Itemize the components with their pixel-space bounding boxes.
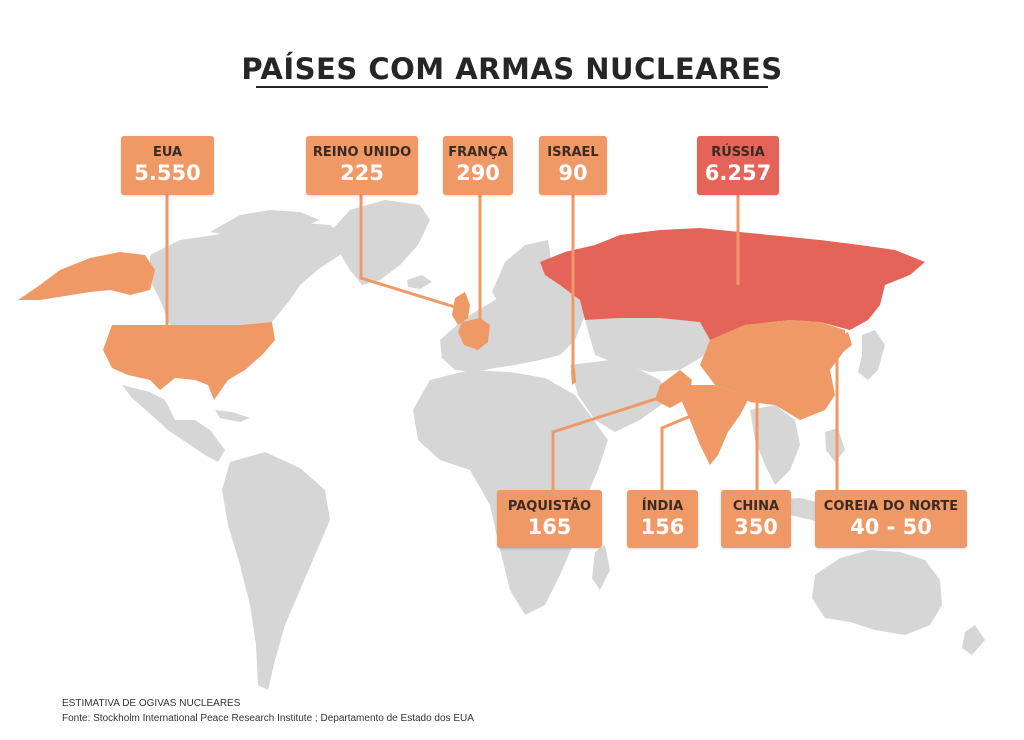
warhead-count: 165 — [527, 514, 572, 539]
land-australia — [812, 550, 942, 635]
warhead-count: 5.550 — [134, 161, 201, 185]
warhead-count: 350 — [734, 514, 778, 539]
warhead-count: 6.257 — [704, 161, 772, 185]
warhead-count: 290 — [456, 161, 500, 185]
warhead-count: 225 — [340, 161, 384, 185]
callout-paquistao: PAQUISTÃO 165 — [497, 490, 602, 548]
title-underline — [256, 86, 768, 88]
land-pakistan — [655, 370, 692, 408]
country-name: ISRAEL — [547, 145, 599, 160]
land-north-korea — [838, 332, 852, 352]
land-russia — [540, 228, 925, 340]
footer-source: Fonte: Stockholm International Peace Res… — [62, 713, 474, 724]
warhead-count: 40 - 50 — [850, 514, 932, 539]
land-se-asia — [750, 405, 800, 485]
footer-caption: ESTIMATIVA DE OGIVAS NUCLEARES — [62, 698, 241, 709]
country-name: FRANÇA — [448, 145, 508, 160]
country-name: RÚSSIA — [711, 145, 765, 160]
country-name: REINO UNIDO — [312, 145, 412, 160]
land-madagascar — [592, 545, 610, 590]
land-arctic-islands — [210, 210, 320, 236]
leader-lines — [165, 195, 839, 490]
land-mexico — [122, 385, 225, 462]
land-caribbean — [215, 410, 250, 422]
callout-israel: ISRAEL 90 — [539, 136, 607, 195]
land-south-america — [222, 452, 330, 690]
land-greenland — [330, 200, 430, 285]
callout-russia: RÚSSIA 6.257 — [697, 136, 779, 195]
leader-paquistao — [551, 393, 669, 490]
callout-china: CHINA 350 — [721, 490, 791, 548]
land-usa-alaska — [18, 252, 155, 300]
land-france — [458, 318, 490, 350]
land-new-zealand — [962, 625, 985, 655]
land-central-asia — [585, 318, 720, 372]
callout-franca: FRANÇA 290 — [443, 136, 513, 195]
nuclear-states — [18, 228, 925, 465]
land-canada — [150, 222, 345, 325]
land-japan — [858, 330, 885, 380]
callout-reino-unido: REINO UNIDO 225 — [306, 136, 418, 195]
land-india — [682, 385, 748, 465]
callout-india: ÍNDIA 156 — [627, 490, 698, 548]
callout-coreia-do-norte: COREIA DO NORTE 40 - 50 — [815, 490, 967, 548]
map-title: PAÍSES COM ARMAS NUCLEARES — [241, 52, 783, 86]
land-philippines — [825, 428, 845, 462]
land-usa — [103, 322, 275, 400]
country-name: CHINA — [732, 498, 780, 514]
country-name: EUA — [152, 145, 183, 160]
warhead-count: 156 — [640, 514, 685, 539]
land-scandinavia — [492, 240, 552, 305]
land-iceland — [407, 275, 432, 289]
country-name: ÍNDIA — [641, 498, 684, 514]
warhead-count: 90 — [558, 161, 588, 185]
leader-reino-unido — [359, 195, 459, 310]
land-uk — [452, 292, 470, 325]
country-name: COREIA DO NORTE — [823, 498, 959, 514]
callout-eua: EUA 5.550 — [121, 136, 214, 195]
country-name: PAQUISTÃO — [507, 498, 592, 514]
leader-india — [660, 408, 706, 490]
land-middle-east — [570, 360, 668, 432]
land-china — [700, 320, 845, 420]
